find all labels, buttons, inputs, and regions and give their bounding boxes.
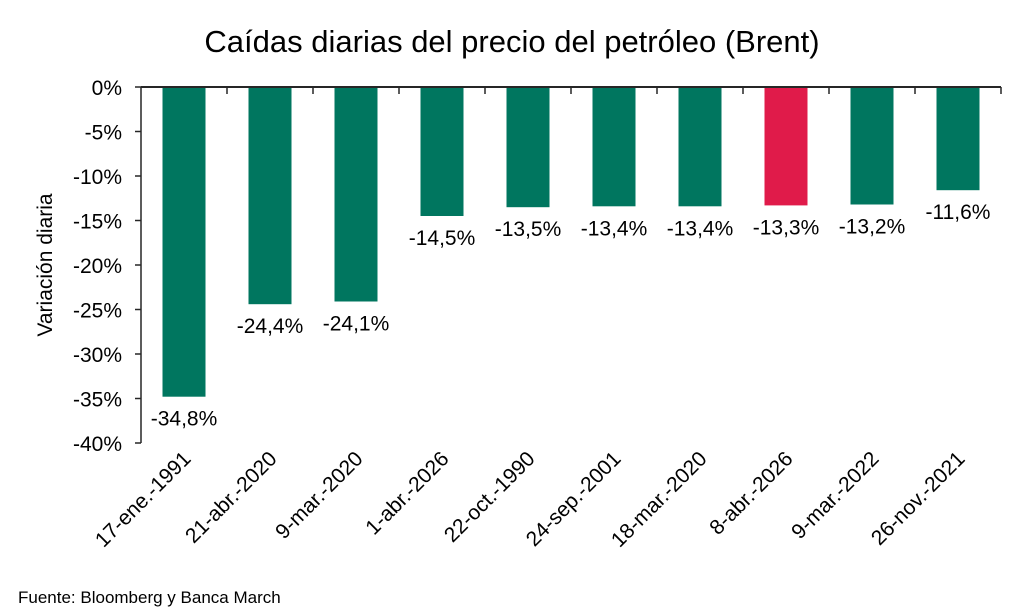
x-tick-label: 8-abr.-2026 [705, 447, 797, 539]
y-tick-label: -5% [85, 122, 122, 145]
x-tick-label: 17-ene.-1991 [91, 447, 196, 552]
bar-9-mar.-2022 [850, 87, 894, 205]
y-tick-label: -40% [73, 433, 122, 456]
bar-9-mar.-2020 [334, 87, 378, 302]
x-tick-label: 21-abr.-2020 [181, 447, 281, 547]
y-tick-label: -10% [73, 166, 122, 189]
data-label: -24,1% [323, 313, 390, 336]
x-tick-label: 9-mar.-2020 [271, 447, 367, 543]
y-tick-label: -25% [73, 300, 122, 323]
x-tick-label: 1-abr.-2026 [361, 447, 453, 539]
bar-21-abr.-2020 [248, 87, 292, 305]
bar-22-oct.-1990 [506, 87, 550, 208]
x-tick-label: 9-mar.-2022 [787, 447, 883, 543]
bar-17-ene.-1991 [162, 87, 206, 397]
chart-title: Caídas diarias del precio del petróleo (… [204, 24, 819, 59]
data-label: -13,2% [839, 216, 906, 239]
y-tick-label: -30% [73, 344, 122, 367]
data-label: -24,4% [237, 315, 304, 338]
data-label: -14,5% [409, 227, 476, 250]
y-tick-label: -15% [73, 211, 122, 234]
y-tick-label: -20% [73, 255, 122, 278]
source-note: Fuente: Bloomberg y Banca March [18, 588, 281, 607]
bar-8-abr.-2026 [764, 87, 808, 206]
bar-24-sep.-2001 [592, 87, 636, 207]
data-label: -34,8% [151, 408, 218, 431]
data-label: -13,3% [753, 216, 820, 239]
y-tick-label: -35% [73, 389, 122, 412]
y-axis-label: Variación diaria [34, 193, 57, 337]
y-tick-label: 0% [92, 77, 122, 100]
data-label: -13,4% [581, 217, 648, 240]
data-label: -13,4% [667, 217, 734, 240]
bar-26-nov.-2021 [936, 87, 980, 191]
bar-1-abr.-2026 [420, 87, 464, 216]
data-label: -11,6% [926, 201, 991, 224]
bar-18-mar.-2020 [678, 87, 722, 207]
data-label: -13,5% [495, 218, 562, 241]
